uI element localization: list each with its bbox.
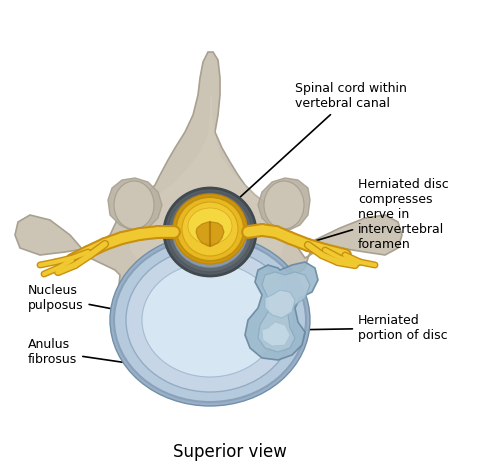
Ellipse shape xyxy=(173,194,247,264)
Ellipse shape xyxy=(176,197,244,261)
Text: Anulus
fibrosus: Anulus fibrosus xyxy=(28,338,159,368)
Ellipse shape xyxy=(110,234,310,406)
Polygon shape xyxy=(15,52,402,385)
Polygon shape xyxy=(262,322,290,346)
Text: Superior view: Superior view xyxy=(173,443,287,461)
Text: Spinal cord within
vertebral canal: Spinal cord within vertebral canal xyxy=(217,82,407,218)
Ellipse shape xyxy=(164,188,256,276)
Text: Herniated disc
compresses
nerve in
intervertebral
foramen: Herniated disc compresses nerve in inter… xyxy=(308,178,449,251)
Ellipse shape xyxy=(264,181,304,229)
Ellipse shape xyxy=(168,192,252,272)
Text: Nucleus
pulposus: Nucleus pulposus xyxy=(28,284,193,324)
Ellipse shape xyxy=(188,208,232,244)
Ellipse shape xyxy=(182,202,238,256)
Polygon shape xyxy=(265,290,295,318)
Ellipse shape xyxy=(114,238,306,402)
Ellipse shape xyxy=(114,181,154,229)
Ellipse shape xyxy=(172,196,248,268)
Text: Herniated
portion of disc: Herniated portion of disc xyxy=(288,314,448,342)
Ellipse shape xyxy=(126,248,294,392)
Polygon shape xyxy=(196,222,224,246)
Polygon shape xyxy=(128,95,285,375)
Polygon shape xyxy=(258,272,310,352)
Polygon shape xyxy=(258,178,310,232)
Ellipse shape xyxy=(142,263,278,377)
Polygon shape xyxy=(245,262,318,360)
Polygon shape xyxy=(108,178,162,232)
